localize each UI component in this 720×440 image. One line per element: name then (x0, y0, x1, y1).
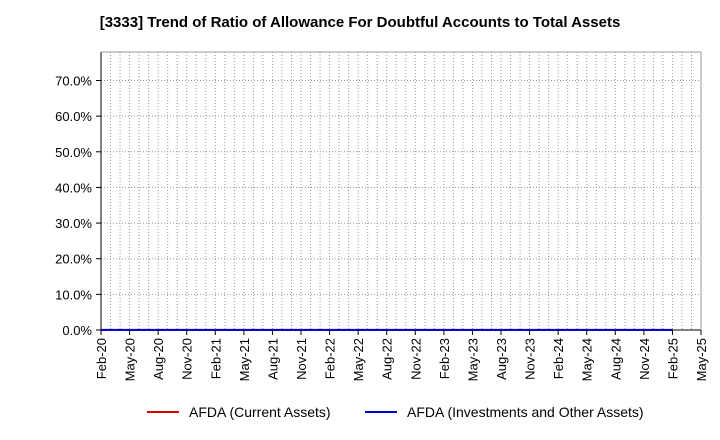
x-tick-label: May-25 (694, 338, 709, 381)
x-tick-label: May-21 (237, 338, 252, 381)
x-tick-label: May-20 (123, 338, 138, 381)
y-tick-label: 30.0% (55, 216, 92, 231)
x-tick-label: Feb-23 (437, 338, 452, 379)
y-tick-label: 20.0% (55, 252, 92, 267)
y-tick-labels: 0.0% 10.0% 20.0% 30.0% 40.0% 50.0% 60.0% 70.0% (55, 74, 101, 338)
y-tick-label: 50.0% (55, 145, 92, 160)
x-tick-label: Nov-20 (180, 338, 195, 380)
legend-item-investments: AFDA (Investments and Other Assets) (365, 404, 644, 420)
x-tick-label: Feb-20 (94, 338, 109, 379)
x-tick-labels: Feb-20 May-20 Aug-20 Nov-20 Feb-21 May-21 Aug-… (94, 330, 709, 381)
x-tick-label: Feb-25 (665, 338, 680, 379)
x-tick-label: Nov-21 (294, 338, 309, 380)
y-tick-label: 40.0% (55, 180, 92, 195)
chart-title: [3333] Trend of Ratio of Allowance For D… (99, 14, 621, 31)
legend-label-investments: AFDA (Investments and Other Assets) (407, 404, 644, 420)
x-tick-label: Feb-24 (551, 338, 566, 379)
x-tick-label: May-24 (580, 338, 595, 381)
legend-item-current: AFDA (Current Assets) (147, 404, 331, 420)
y-tick-label: 60.0% (55, 109, 92, 124)
y-tick-label: 0.0% (62, 323, 92, 338)
grid-lines (101, 52, 701, 330)
x-tick-label: Feb-22 (323, 338, 338, 379)
legend-label-current: AFDA (Current Assets) (189, 404, 331, 420)
x-tick-label: Feb-21 (208, 338, 223, 379)
x-tick-label: May-22 (351, 338, 366, 381)
legend: AFDA (Current Assets) AFDA (Investments … (0, 404, 720, 426)
x-tick-label: Aug-21 (265, 338, 280, 380)
x-tick-label: Nov-22 (408, 338, 423, 380)
y-tick-label: 10.0% (55, 287, 92, 302)
x-tick-label: Aug-22 (380, 338, 395, 380)
axes (100, 51, 702, 331)
legend-swatch-current (147, 411, 179, 413)
x-tick-label: Nov-23 (523, 338, 538, 380)
legend-swatch-investments (365, 411, 397, 413)
x-tick-label: May-23 (465, 338, 480, 381)
x-tick-label: Nov-24 (637, 338, 652, 380)
x-tick-label: Aug-20 (151, 338, 166, 380)
y-tick-label: 70.0% (55, 74, 92, 89)
x-tick-label: Aug-23 (494, 338, 509, 380)
x-tick-label: Aug-24 (608, 338, 623, 380)
